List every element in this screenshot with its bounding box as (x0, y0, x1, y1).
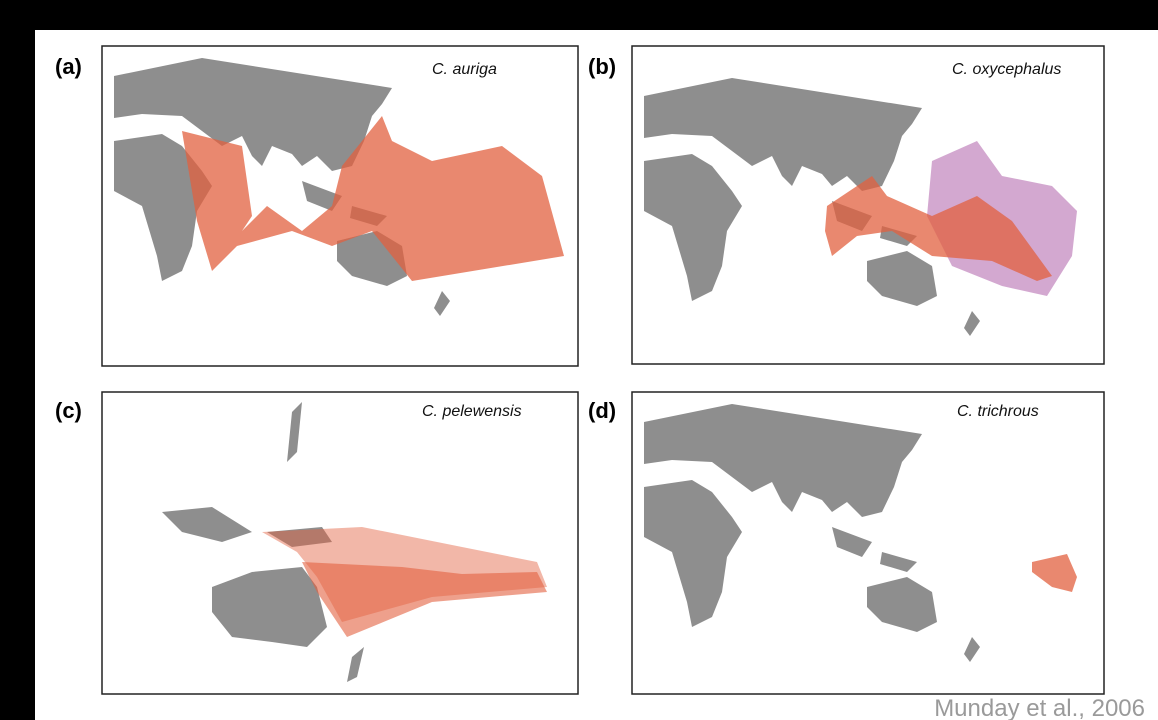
species-name: C. trichrous (957, 403, 1039, 420)
citation: Munday et al., 2006 (934, 695, 1145, 720)
species-name: C. pelewensis (422, 403, 522, 420)
panel-c: C. pelewensis (101, 391, 579, 695)
species-name: C. auriga (432, 61, 497, 78)
range (825, 176, 1052, 281)
panel-label: (d) (588, 398, 616, 423)
panel-label: (b) (588, 54, 616, 79)
panel-label: (c) (55, 398, 82, 423)
species-name: C. oxycephalus (952, 61, 1061, 78)
panel-frame (101, 391, 579, 695)
land (162, 402, 364, 682)
core-range (302, 562, 547, 637)
panel-label: (a) (55, 54, 82, 79)
panel-d: C. trichrous (631, 391, 1105, 695)
panel-b: C. oxycephalus (631, 45, 1105, 365)
range (182, 116, 564, 281)
range (1032, 554, 1077, 592)
land (212, 567, 327, 647)
panel-a: C. auriga (101, 45, 579, 367)
